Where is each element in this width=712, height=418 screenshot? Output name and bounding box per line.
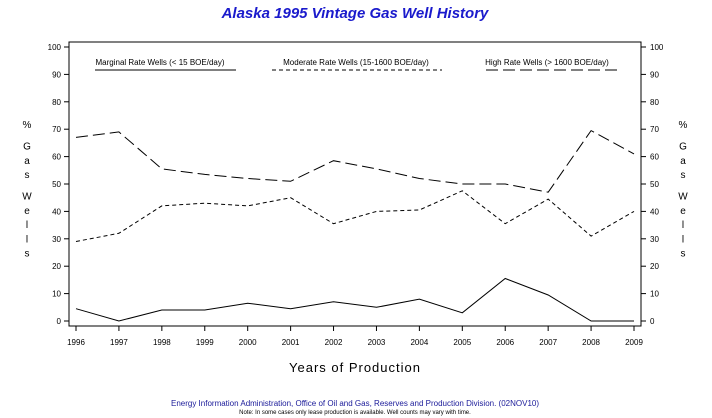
- series-line-3: [75, 129, 635, 193]
- y-axis-label-letter: s: [25, 249, 30, 260]
- x-tick-label: 1999: [196, 338, 214, 347]
- series-line-2: [75, 190, 635, 242]
- y-tick-label-right: 90: [650, 70, 659, 79]
- y-tick-label-right: 10: [650, 290, 659, 299]
- y-axis-label-letter: l: [682, 220, 684, 231]
- x-tick-label: 2006: [496, 338, 514, 347]
- y-tick-label-left: 100: [48, 43, 62, 52]
- y-tick-label-left: 60: [52, 153, 61, 162]
- x-tick-label: 2001: [282, 338, 300, 347]
- y-tick-label-right: 60: [650, 153, 659, 162]
- y-tick-label-right: 100: [650, 43, 664, 52]
- y-axis-label-letter: s: [25, 170, 30, 181]
- x-tick-label: 2003: [368, 338, 386, 347]
- y-axis-label-letter: s: [681, 249, 686, 260]
- x-axis-label: Years of Production: [289, 360, 421, 375]
- chart-title: Alaska 1995 Vintage Gas Well History: [221, 5, 489, 22]
- y-tick-label-right: 30: [650, 235, 659, 244]
- y-tick-label-right: 0: [650, 317, 655, 326]
- y-tick-label-left: 30: [52, 235, 61, 244]
- y-axis-label-letter: G: [23, 141, 31, 152]
- series-line-1: [75, 277, 634, 322]
- y-tick-label-left: 40: [52, 207, 61, 216]
- y-tick-label-left: 0: [57, 317, 62, 326]
- x-tick-label: 2000: [239, 338, 257, 347]
- legend-label-1: Marginal Rate Wells (< 15 BOE/day): [95, 58, 224, 67]
- x-tick-label: 2008: [582, 338, 600, 347]
- y-axis-label-letter: W: [22, 192, 32, 203]
- x-tick-label: 1997: [110, 338, 128, 347]
- y-axis-label-letter: W: [678, 192, 688, 203]
- legend: Marginal Rate Wells (< 15 BOE/day) Modera…: [95, 58, 617, 71]
- y-axis-label-letter: a: [24, 156, 30, 167]
- x-tick-label: 2004: [410, 338, 428, 347]
- x-tick-label: 2005: [453, 338, 471, 347]
- footnote: Note: In some cases only lease productio…: [239, 410, 471, 416]
- y-axis-label-letter: G: [679, 141, 687, 152]
- x-tick-label: 2007: [539, 338, 557, 347]
- y-tick-label-right: 50: [650, 180, 659, 189]
- y-axis-label-letter: a: [680, 156, 686, 167]
- plot-frame: [68, 41, 642, 327]
- y-tick-label-left: 20: [52, 262, 61, 271]
- y-axis-label-letter: %: [679, 120, 688, 131]
- y-tick-label-right: 20: [650, 262, 659, 271]
- x-tick-label: 1998: [153, 338, 171, 347]
- series-group: [75, 129, 635, 322]
- y-axis-label-letter: e: [680, 206, 686, 217]
- y-axis-label-letter: %: [23, 120, 32, 131]
- y-tick-label-left: 50: [52, 180, 61, 189]
- y-tick-label-right: 80: [650, 98, 659, 107]
- y-axis-label-letter: l: [26, 234, 28, 245]
- source-note: Energy Information Administration, Offic…: [171, 399, 539, 408]
- y-axis-left: 0 10 20 30 40 50 60 70 80 90 100: [48, 43, 69, 326]
- x-tick-label: 1996: [67, 338, 85, 347]
- y-axis-label-letter: e: [24, 206, 30, 217]
- legend-label-2: Moderate Rate Wells (15-1600 BOE/day): [283, 58, 429, 67]
- x-tick-label: 2009: [625, 338, 643, 347]
- y-tick-label-right: 40: [650, 207, 659, 216]
- y-tick-label-left: 80: [52, 98, 61, 107]
- y-axis-right: 0 10 20 30 40 50 60 70 80 90 100: [641, 43, 664, 326]
- x-tick-label: 2002: [325, 338, 343, 347]
- y-tick-label-right: 70: [650, 125, 659, 134]
- y-tick-label-left: 10: [52, 290, 61, 299]
- legend-label-3: High Rate Wells (> 1600 BOE/day): [485, 58, 609, 67]
- y-axis-label-letter: l: [26, 220, 28, 231]
- y-tick-label-left: 90: [52, 70, 61, 79]
- y-axis-label-letter: s: [681, 170, 686, 181]
- x-axis: 1996 1997 1998 1999 2000 2001 2002 2003 2004 2005…: [67, 326, 643, 347]
- y-tick-label-left: 70: [52, 125, 61, 134]
- y-axis-label-letter: l: [682, 234, 684, 245]
